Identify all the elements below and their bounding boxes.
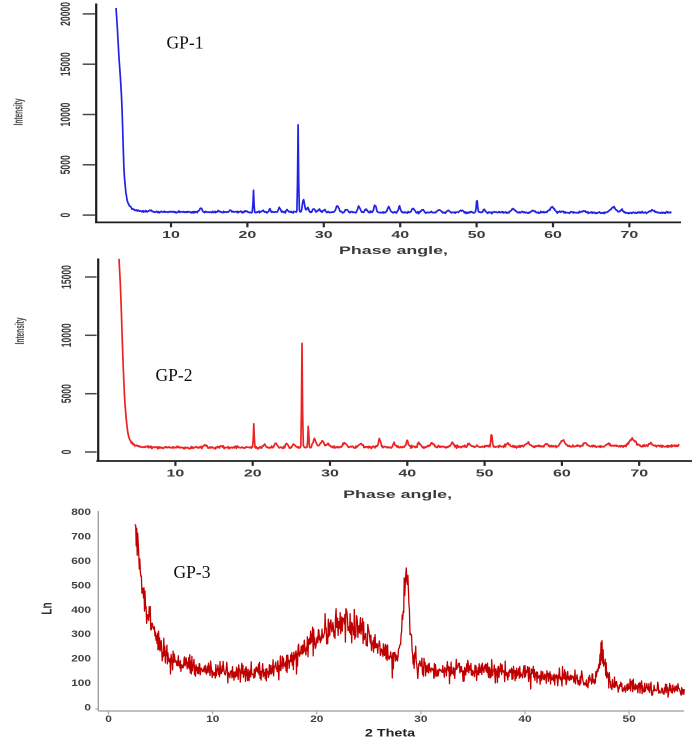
svg-text:400: 400 (71, 605, 91, 616)
svg-text:5000: 5000 (59, 155, 73, 174)
svg-text:40: 40 (518, 714, 531, 725)
svg-text:300: 300 (71, 629, 91, 640)
svg-text:15000: 15000 (60, 265, 74, 289)
svg-text:20000: 20000 (59, 2, 73, 26)
svg-text:20: 20 (239, 229, 257, 240)
svg-text:800: 800 (71, 507, 91, 518)
svg-text:5000: 5000 (60, 384, 74, 403)
svg-text:0: 0 (105, 714, 112, 725)
svg-text:Phase angle,: Phase angle, (343, 488, 452, 501)
svg-text:Intensity: Intensity (12, 98, 26, 125)
svg-text:50: 50 (468, 229, 486, 240)
svg-text:10: 10 (162, 229, 180, 240)
svg-text:100: 100 (71, 678, 91, 689)
svg-text:15000: 15000 (59, 52, 73, 76)
svg-text:500: 500 (71, 580, 91, 591)
svg-text:60: 60 (544, 229, 562, 240)
svg-text:Ln: Ln (37, 602, 55, 614)
svg-text:10000: 10000 (59, 103, 73, 127)
svg-text:Phase angle,: Phase angle, (339, 244, 448, 257)
svg-text:20: 20 (310, 714, 323, 725)
svg-text:700: 700 (71, 532, 91, 543)
svg-text:40: 40 (398, 468, 416, 479)
svg-text:0: 0 (59, 213, 73, 218)
svg-text:30: 30 (321, 468, 339, 479)
svg-text:70: 70 (630, 468, 648, 479)
svg-text:60: 60 (553, 468, 571, 479)
svg-text:10000: 10000 (60, 323, 74, 347)
svg-text:10: 10 (206, 714, 219, 725)
svg-text:70: 70 (621, 229, 639, 240)
svg-text:50: 50 (622, 714, 635, 725)
svg-text:200: 200 (71, 654, 91, 665)
svg-text:2 Theta: 2 Theta (365, 726, 416, 739)
svg-text:GP-1: GP-1 (167, 33, 204, 53)
svg-text:GP-3: GP-3 (174, 562, 211, 582)
svg-text:40: 40 (391, 229, 409, 240)
svg-text:0: 0 (60, 450, 74, 455)
svg-text:Intensity: Intensity (13, 317, 27, 344)
svg-text:600: 600 (71, 556, 91, 567)
svg-text:20: 20 (244, 468, 262, 479)
svg-text:30: 30 (414, 714, 427, 725)
svg-text:GP-2: GP-2 (156, 365, 193, 385)
svg-text:0: 0 (84, 703, 91, 714)
svg-text:10: 10 (167, 468, 185, 479)
svg-text:30: 30 (315, 229, 333, 240)
svg-text:50: 50 (476, 468, 494, 479)
